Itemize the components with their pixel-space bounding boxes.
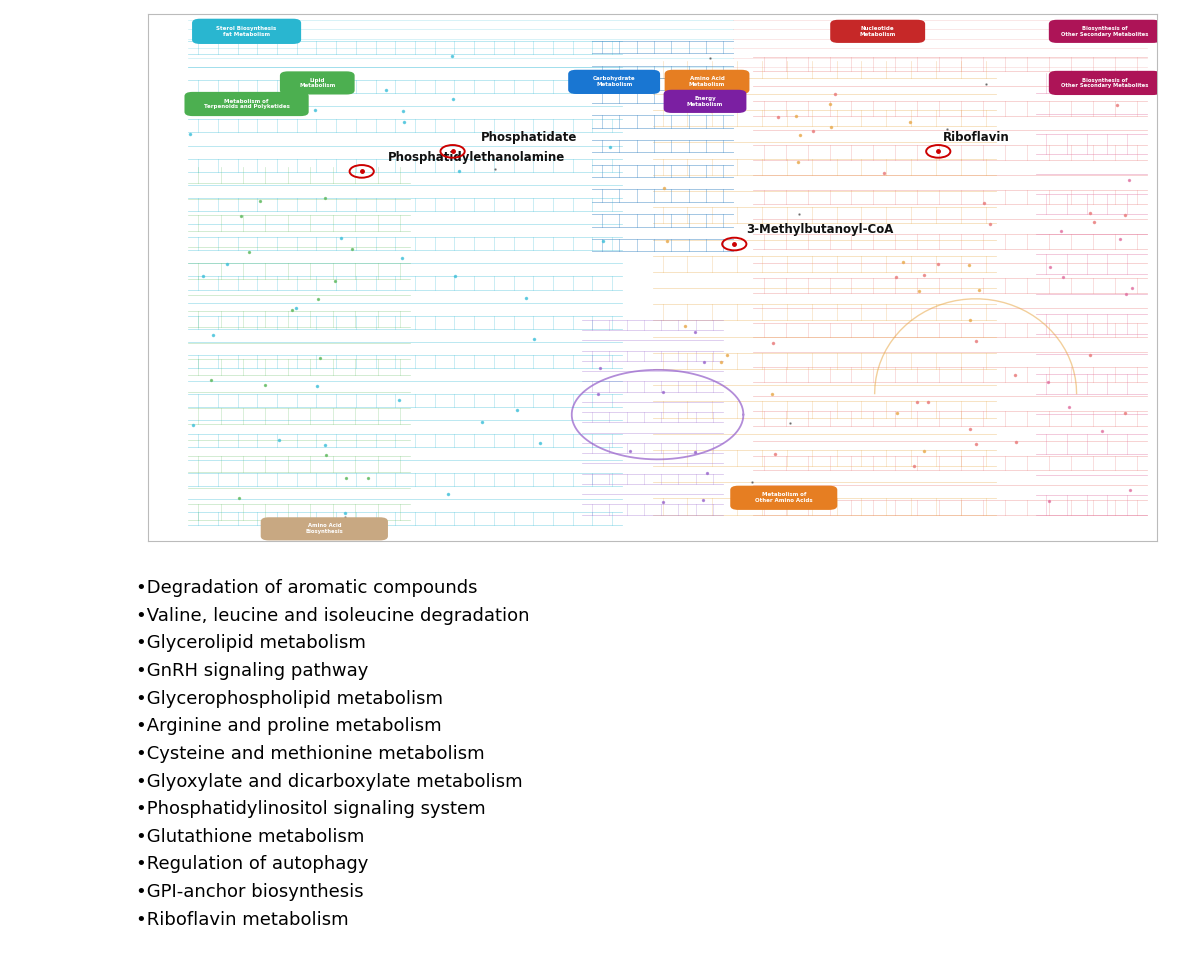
FancyBboxPatch shape: [261, 517, 387, 540]
FancyBboxPatch shape: [730, 486, 837, 510]
FancyBboxPatch shape: [184, 92, 308, 116]
FancyBboxPatch shape: [830, 19, 925, 43]
Text: •GPI-anchor biosynthesis: •GPI-anchor biosynthesis: [136, 883, 364, 901]
Text: •Arginine and proline metabolism: •Arginine and proline metabolism: [136, 718, 442, 735]
Text: Biosynthesis of
Other Secondary Metabolites: Biosynthesis of Other Secondary Metaboli…: [1062, 77, 1149, 88]
Text: Amino Acid
Metabolism: Amino Acid Metabolism: [689, 76, 725, 87]
Text: Nucleotide
Metabolism: Nucleotide Metabolism: [860, 26, 896, 37]
Text: •Glyoxylate and dicarboxylate metabolism: •Glyoxylate and dicarboxylate metabolism: [136, 773, 522, 790]
Text: •Glycerophospholipid metabolism: •Glycerophospholipid metabolism: [136, 690, 443, 708]
Text: •Valine, leucine and isoleucine degradation: •Valine, leucine and isoleucine degradat…: [136, 607, 529, 625]
Text: Phosphatidate: Phosphatidate: [481, 131, 578, 144]
FancyBboxPatch shape: [568, 70, 660, 94]
Text: Sterol Biosynthesis
fat Metabolism: Sterol Biosynthesis fat Metabolism: [216, 26, 276, 37]
Text: Biosynthesis of
Other Secondary Metabolites: Biosynthesis of Other Secondary Metaboli…: [1062, 26, 1149, 37]
Text: •Riboflavin metabolism: •Riboflavin metabolism: [136, 911, 348, 928]
Text: •Glycerolipid metabolism: •Glycerolipid metabolism: [136, 635, 366, 652]
Text: •GnRH signaling pathway: •GnRH signaling pathway: [136, 662, 368, 680]
FancyBboxPatch shape: [1049, 19, 1161, 43]
FancyBboxPatch shape: [193, 18, 301, 44]
Text: 3-Methylbutanoyl-CoA: 3-Methylbutanoyl-CoA: [746, 222, 894, 236]
Text: Energy
Metabolism: Energy Metabolism: [687, 96, 723, 107]
Text: •Phosphatidylinositol signaling system: •Phosphatidylinositol signaling system: [136, 800, 485, 818]
Text: Metabolism of
Other Amino Acids: Metabolism of Other Amino Acids: [755, 493, 813, 503]
Text: Lipid
Metabolism: Lipid Metabolism: [299, 77, 335, 88]
Text: Carbohydrate
Metabolism: Carbohydrate Metabolism: [593, 76, 635, 87]
FancyBboxPatch shape: [280, 71, 354, 95]
Text: •Degradation of aromatic compounds: •Degradation of aromatic compounds: [136, 580, 477, 597]
Text: •Regulation of autophagy: •Regulation of autophagy: [136, 856, 368, 873]
Text: Riboflavin: Riboflavin: [944, 131, 1010, 144]
FancyBboxPatch shape: [1049, 71, 1161, 95]
Text: Phosphatidylethanolamine: Phosphatidylethanolamine: [387, 151, 566, 164]
FancyBboxPatch shape: [664, 90, 746, 113]
Text: •Glutathione metabolism: •Glutathione metabolism: [136, 828, 364, 846]
Text: •Cysteine and methionine metabolism: •Cysteine and methionine metabolism: [136, 745, 484, 763]
FancyBboxPatch shape: [665, 70, 750, 94]
Text: Metabolism of
Terpenoids and Polyketides: Metabolism of Terpenoids and Polyketides: [203, 99, 289, 109]
Text: Amino Acid
Biosynthesis: Amino Acid Biosynthesis: [306, 524, 344, 534]
